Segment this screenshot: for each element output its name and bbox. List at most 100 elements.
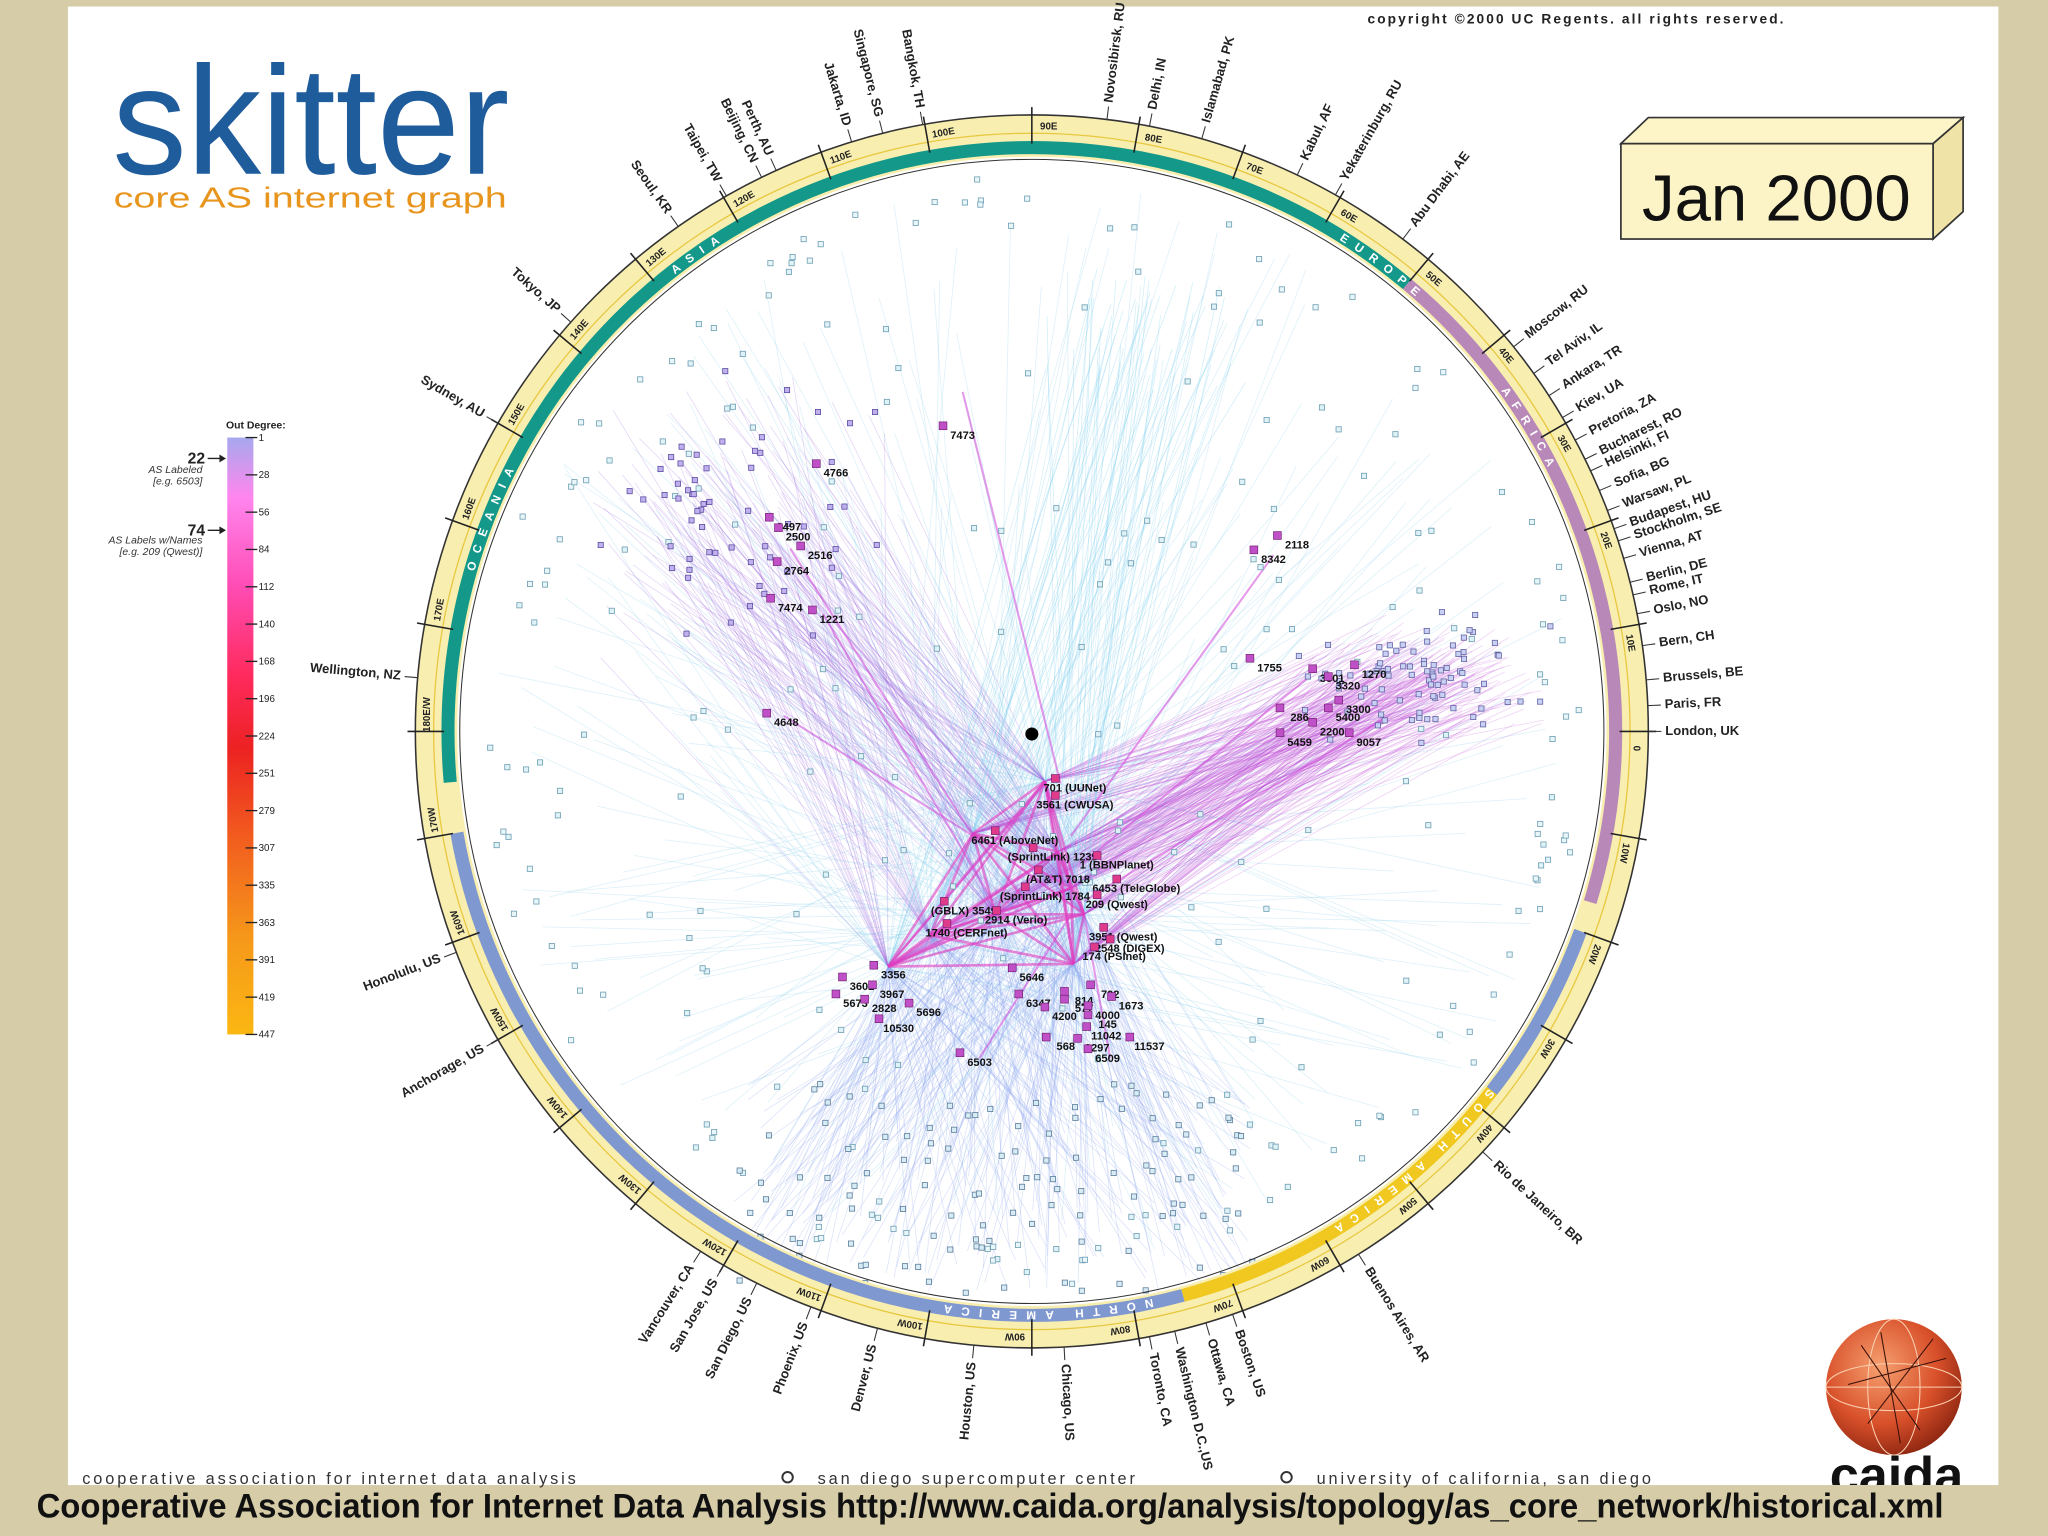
legend-tick-label: 224 — [259, 731, 276, 742]
as-label: 4200 — [1052, 1011, 1077, 1023]
edge — [1044, 653, 1315, 782]
edge — [747, 913, 996, 1101]
node — [668, 454, 675, 461]
as-label: 5400 — [1336, 712, 1361, 724]
edge — [810, 935, 931, 1273]
edge — [1073, 639, 1466, 965]
node — [990, 1257, 997, 1264]
longitude-tick — [1409, 252, 1434, 282]
date-box: Jan 2000 — [1618, 115, 1966, 241]
legend-tick-label: 196 — [259, 694, 276, 705]
edge — [699, 461, 1074, 965]
city-tick — [755, 165, 763, 178]
edge — [887, 303, 1112, 967]
edge — [623, 572, 996, 915]
as-label: 2828 — [872, 1003, 897, 1015]
edge — [1057, 308, 1249, 852]
city-tick — [770, 158, 777, 171]
as-label: 1270 — [1362, 669, 1387, 681]
node — [1049, 833, 1056, 840]
city-tick — [1063, 1347, 1066, 1361]
edge — [758, 525, 889, 967]
node — [767, 554, 774, 561]
longitude-label: 10W — [1617, 842, 1631, 864]
edge — [1070, 663, 1398, 889]
node — [1061, 1279, 1068, 1286]
as-label: 5646 — [1019, 972, 1044, 984]
edge — [929, 934, 1462, 1069]
node — [1090, 869, 1097, 876]
node — [961, 199, 968, 206]
edge — [1057, 634, 1373, 852]
edge — [796, 625, 931, 936]
edge — [762, 547, 889, 967]
node — [1430, 693, 1437, 700]
node — [789, 254, 796, 261]
node — [1215, 938, 1222, 945]
edge — [598, 513, 1074, 965]
edge — [655, 509, 1085, 915]
edge — [1073, 501, 1164, 964]
edge — [890, 914, 996, 1238]
edge — [1070, 887, 1438, 927]
core-edge — [928, 780, 1046, 936]
node — [1190, 541, 1197, 548]
node — [747, 559, 754, 566]
edge — [645, 887, 1072, 914]
node — [862, 1085, 869, 1092]
edge — [1070, 729, 1385, 889]
node — [1466, 1028, 1473, 1035]
as-label: 10530 — [883, 1023, 914, 1035]
edge — [1073, 534, 1130, 964]
edge — [929, 934, 1266, 988]
edge — [929, 718, 1429, 936]
edge — [1073, 674, 1545, 965]
edge — [929, 385, 1218, 936]
node — [719, 438, 726, 445]
node — [1295, 652, 1302, 659]
as-node — [1083, 1044, 1093, 1054]
node — [806, 257, 813, 264]
edge — [1057, 363, 1232, 852]
edge — [995, 646, 1339, 915]
longitude-tick — [416, 832, 454, 841]
edge — [603, 507, 1074, 965]
edge — [933, 289, 974, 834]
node — [1224, 1207, 1231, 1214]
node — [1361, 472, 1368, 479]
edge — [1073, 963, 1160, 1163]
as-node — [1028, 843, 1038, 852]
edge — [768, 913, 1085, 1139]
node — [667, 543, 674, 550]
edge — [1083, 638, 1195, 915]
edge — [888, 966, 1273, 1029]
node — [946, 1102, 953, 1109]
node — [1114, 722, 1121, 729]
edge — [929, 927, 1330, 936]
node — [1118, 1105, 1125, 1112]
edge — [1057, 544, 1342, 852]
node — [846, 1192, 853, 1199]
marker-example: [e.g. 209 (Qwest)] — [118, 547, 203, 558]
node — [646, 911, 653, 918]
edge — [929, 934, 1248, 1287]
edge — [1070, 716, 1411, 889]
edge — [1020, 816, 1075, 965]
edge — [929, 644, 1453, 936]
node — [1504, 698, 1511, 706]
edge — [606, 605, 931, 936]
node — [1434, 681, 1441, 688]
node — [1158, 536, 1165, 543]
edge — [929, 507, 943, 936]
core-edge — [994, 780, 1047, 915]
edge — [721, 790, 889, 967]
edge — [1083, 664, 1388, 915]
node — [1470, 1059, 1477, 1066]
edge — [1070, 734, 1321, 889]
region-arc — [441, 141, 1412, 783]
city-tick — [1201, 126, 1206, 139]
edge — [853, 922, 889, 967]
node — [1381, 717, 1388, 724]
node — [1142, 1212, 1149, 1219]
node — [581, 731, 588, 738]
